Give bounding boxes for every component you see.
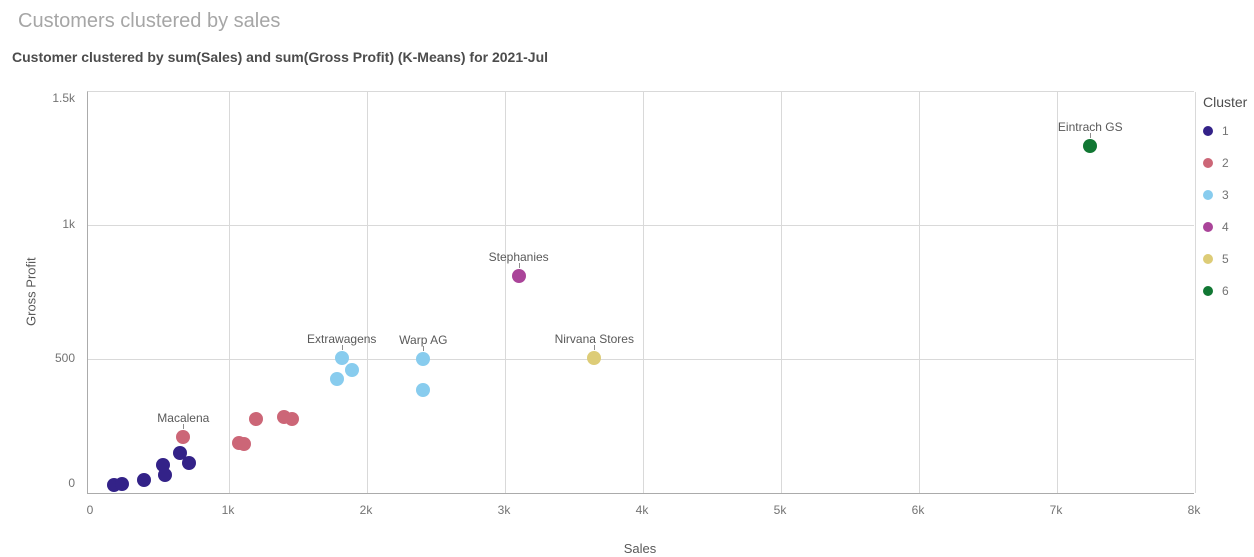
scatter-point-cluster-5[interactable] [587, 351, 602, 366]
y-axis-tick-label: 1k [62, 217, 75, 232]
vertical-gridline [367, 92, 368, 493]
scatter-point-cluster-1[interactable] [157, 467, 172, 482]
legend-color-dot [1203, 190, 1213, 200]
plot-area: Macalena Extrawagens Warp AG Stephanies Nirv… [87, 91, 1196, 494]
y-axis-tick-label: 500 [54, 350, 75, 365]
legend-color-dot [1203, 286, 1213, 296]
legend-item-cluster-3[interactable]: 3 [1203, 179, 1253, 211]
legend-item-cluster-5[interactable]: 5 [1203, 243, 1253, 275]
vertical-gridline [1195, 92, 1196, 493]
legend-item-label: 4 [1222, 220, 1229, 234]
x-axis-tick-label: 8k [1187, 503, 1201, 517]
legend-item-cluster-4[interactable]: 4 [1203, 211, 1253, 243]
point-label-connector-line [594, 345, 596, 351]
scatter-point-cluster-2[interactable] [284, 411, 299, 426]
scatter-point-cluster-1[interactable] [173, 446, 187, 461]
vertical-gridline [919, 92, 920, 493]
point-label: Eintrach GS [1057, 119, 1123, 134]
x-axis-tick-label: 4k [635, 503, 649, 517]
scatter-point-cluster-6[interactable] [1083, 138, 1098, 153]
point-label: Stephanies [488, 249, 549, 264]
legend-title: Cluster [1203, 94, 1248, 110]
scatter-point-cluster-3[interactable] [344, 363, 359, 378]
point-label-connector-line [341, 345, 343, 351]
legend-color-dot [1203, 126, 1213, 136]
legend-item-cluster-1[interactable]: 1 [1203, 115, 1253, 147]
point-label-connector-line [183, 423, 185, 429]
legend-item-label: 5 [1222, 252, 1229, 266]
legend-item-label: 1 [1222, 124, 1229, 138]
x-axis-title: Sales [623, 541, 657, 556]
chart-title: Customer clustered by sum(Sales) and sum… [12, 49, 549, 65]
scatter-point-cluster-2[interactable] [237, 436, 252, 451]
point-label: Warp AG [399, 332, 448, 347]
legend-item-label: 3 [1222, 188, 1229, 202]
horizontal-gridline [88, 225, 1194, 227]
point-label-connector-line [518, 262, 520, 268]
x-axis-tick-label: 5k [773, 503, 787, 517]
vertical-gridline [229, 92, 230, 493]
point-label-connector-line [1090, 132, 1092, 138]
vertical-gridline [505, 92, 506, 493]
scatter-point-cluster-3[interactable] [415, 382, 430, 397]
point-label: Nirvana Stores [554, 332, 634, 347]
scatter-point-cluster-1[interactable] [115, 477, 130, 491]
y-axis-tick-label: 1.5k [52, 91, 75, 105]
scatter-point-cluster-1[interactable] [137, 472, 152, 487]
y-axis-title: Gross Profit [23, 257, 39, 326]
y-axis-tick-label: 0 [68, 476, 75, 490]
legend-color-dot [1203, 254, 1213, 264]
scatter-point-cluster-2[interactable] [176, 429, 191, 444]
x-axis-tick-label: 1k [221, 503, 235, 517]
scatter-point-cluster-2[interactable] [249, 411, 264, 426]
legend: Cluster 1 2 3 4 5 6 [1203, 92, 1253, 307]
x-axis-tick-label: 7k [1049, 503, 1063, 517]
horizontal-gridline [88, 358, 1194, 360]
point-label-connector-line [423, 345, 425, 351]
legend-color-dot [1203, 222, 1213, 232]
legend-items: 1 2 3 4 5 6 [1203, 115, 1253, 307]
scatter-point-cluster-3[interactable] [329, 371, 344, 386]
legend-item-cluster-6[interactable]: 6 [1203, 275, 1253, 307]
legend-item-label: 6 [1222, 284, 1229, 298]
point-label: Extrawagens [307, 332, 377, 347]
x-axis-tick-label: 0 [86, 503, 94, 517]
vertical-gridline [643, 92, 644, 493]
legend-item-label: 2 [1222, 156, 1229, 170]
vertical-gridline [1057, 92, 1058, 493]
scatter-point-cluster-3[interactable] [416, 351, 431, 366]
scatter-point-cluster-3[interactable] [334, 351, 349, 366]
legend-item-cluster-2[interactable]: 2 [1203, 147, 1253, 179]
x-axis-tick-label: 6k [911, 503, 925, 517]
point-label: Macalena [157, 410, 210, 425]
x-axis-tick-label: 2k [359, 503, 373, 517]
object-title: Customers clustered by sales [18, 10, 281, 32]
x-axis-tick-label: 3k [497, 503, 511, 517]
vertical-gridline [781, 92, 782, 493]
scatter-point-cluster-4[interactable] [511, 268, 526, 283]
legend-color-dot [1203, 158, 1213, 168]
scatter-point-cluster-1[interactable] [182, 455, 197, 470]
